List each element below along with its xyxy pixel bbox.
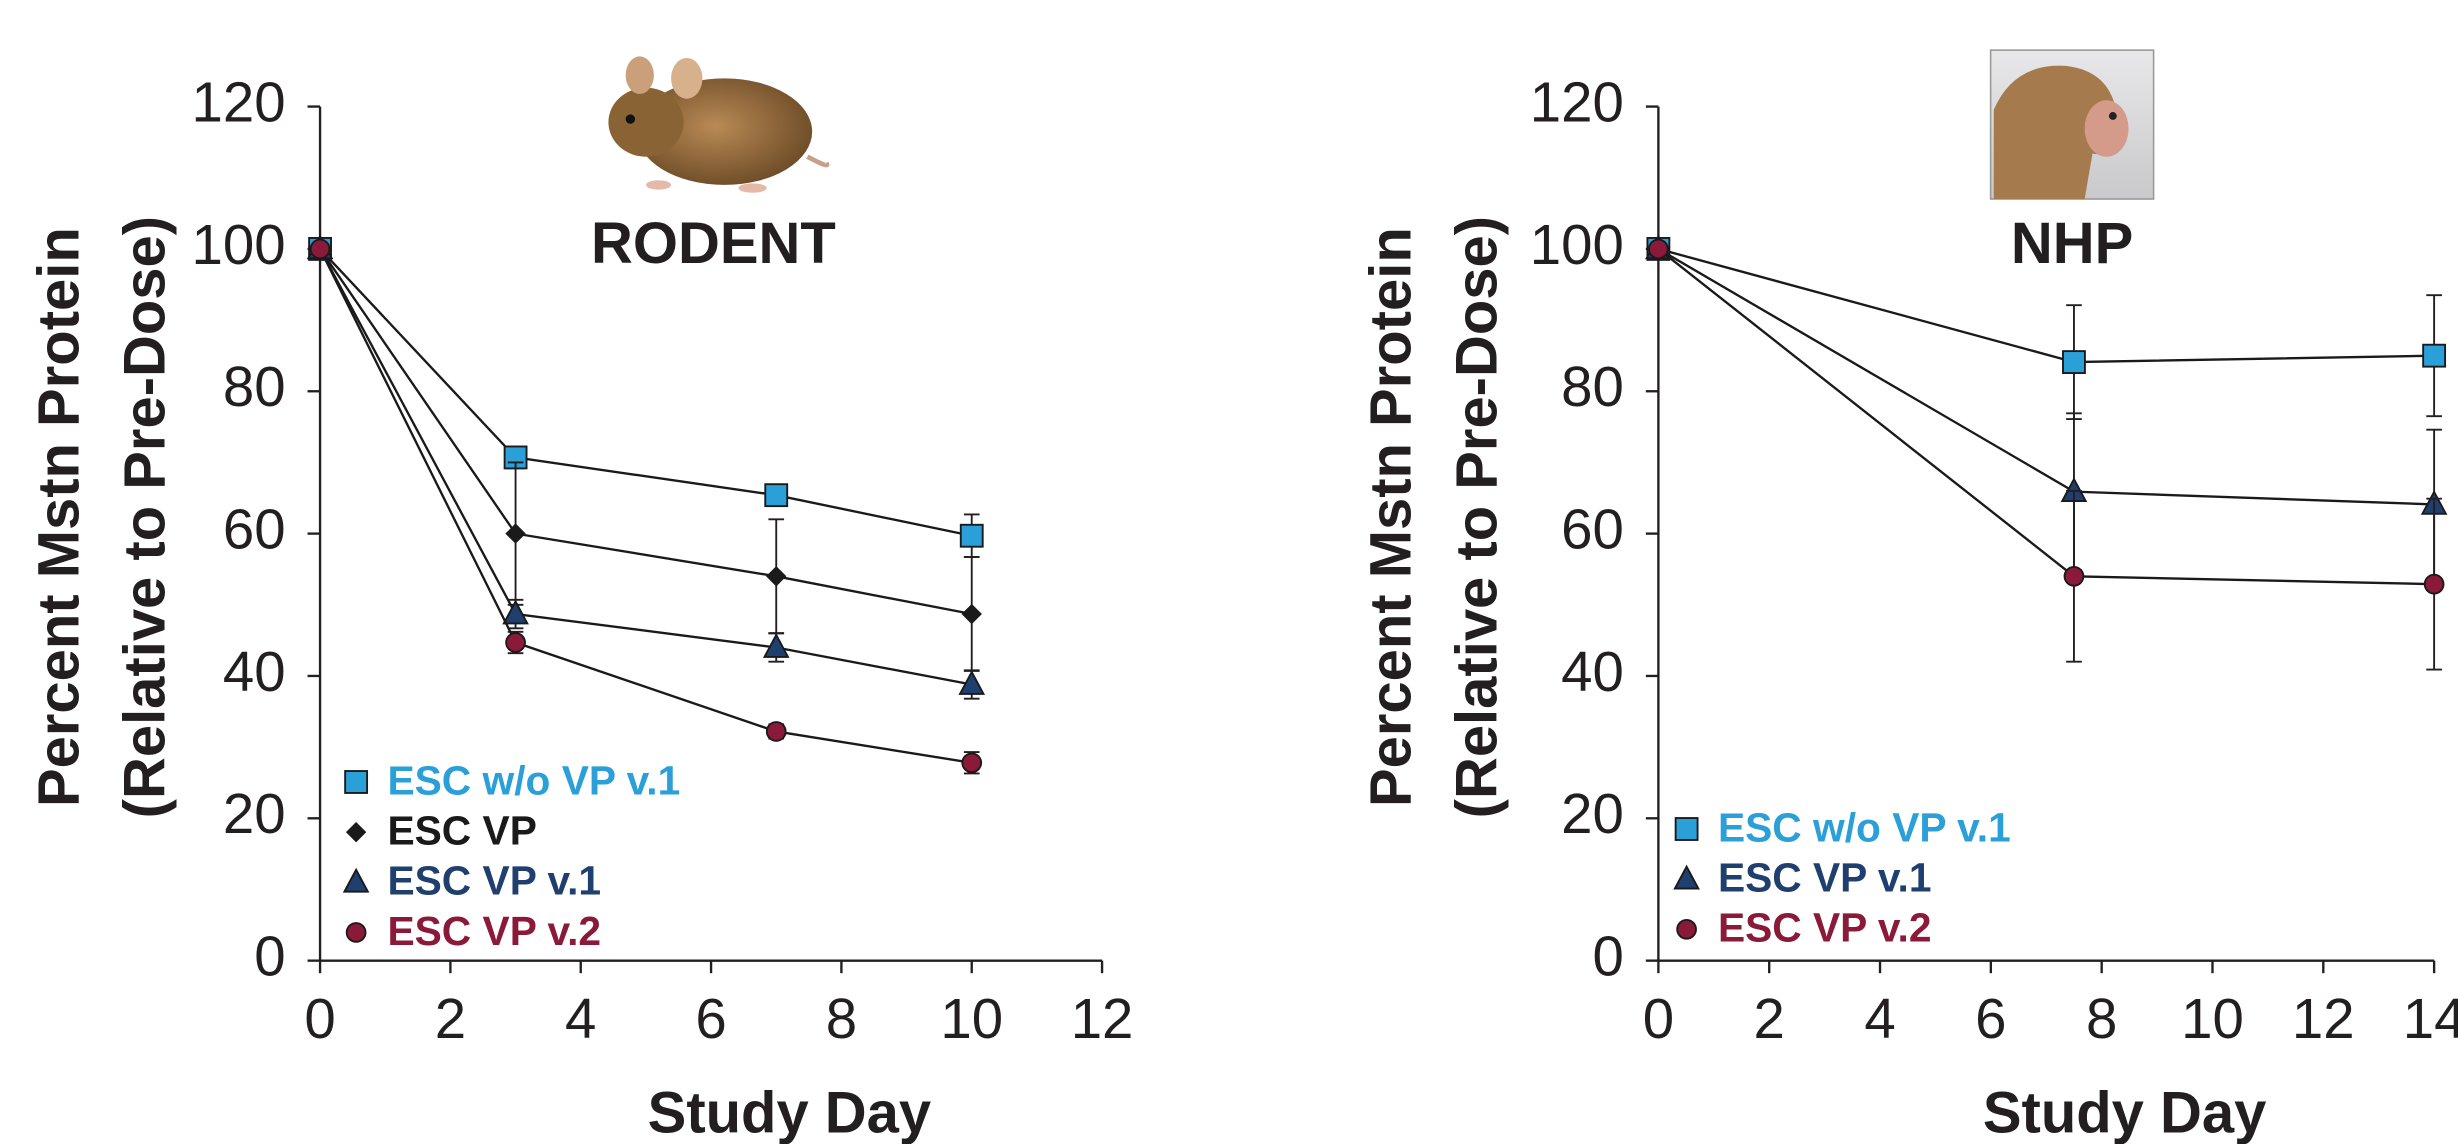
marker <box>762 632 790 658</box>
x-axis-title: Study Day <box>648 1082 931 1144</box>
x-tick-label: 0 <box>304 987 335 1050</box>
mouse-picture <box>608 56 830 193</box>
y-tick-label: 80 <box>1561 355 1624 418</box>
y-axis-title: (Relative to Pre-Dose) <box>114 216 178 818</box>
x-tick-label: 12 <box>2292 987 2355 1050</box>
x-tick-label: 4 <box>565 987 596 1050</box>
series-line <box>319 248 972 616</box>
series-line <box>1657 247 2435 506</box>
legend-marker <box>1676 918 1697 940</box>
marker <box>502 599 529 625</box>
legend-label: ESC VP v.2 <box>387 908 601 954</box>
x-tick-label: 6 <box>695 987 726 1050</box>
y-tick-label: 120 <box>191 70 285 133</box>
y-tick-label: 80 <box>223 355 286 418</box>
x-tick-label: 0 <box>1643 987 1674 1050</box>
y-tick-label: 40 <box>1561 640 1624 703</box>
marker <box>961 752 983 774</box>
legend-marker <box>345 821 367 843</box>
x-axis-title: Study Day <box>1983 1082 2266 1144</box>
marker <box>2063 565 2085 587</box>
legend-label: ESC VP v.2 <box>1718 905 1932 951</box>
chart-title: NHP <box>2011 212 2133 276</box>
series-line <box>319 248 972 537</box>
x-tick-label: 8 <box>826 987 857 1050</box>
y-tick-label: 120 <box>1530 70 1624 133</box>
legend-marker <box>342 867 370 893</box>
marker <box>765 721 787 742</box>
monkey-picture <box>1989 49 2155 200</box>
series-line <box>319 248 972 764</box>
y-tick-label: 20 <box>1561 782 1624 845</box>
marker <box>958 669 986 695</box>
x-tick-label: 8 <box>2086 987 2117 1050</box>
x-tick-label: 14 <box>2403 987 2458 1050</box>
marker <box>2423 573 2445 595</box>
x-tick-label: 6 <box>1975 987 2006 1050</box>
legend-marker <box>344 770 369 794</box>
y-tick-label: 0 <box>1593 925 1624 988</box>
marker <box>764 483 789 508</box>
y-axis-title: Percent Mstn Protein <box>27 227 91 807</box>
legend-label: ESC w/o VP v.1 <box>1718 804 2011 850</box>
x-tick-label: 12 <box>1071 987 1134 1050</box>
y-tick-label: 0 <box>254 925 285 988</box>
y-axis-title: Percent Mstn Protein <box>1359 227 1423 807</box>
legend-label: ESC w/o VP v.1 <box>387 757 680 803</box>
marker <box>505 632 526 653</box>
legend-marker <box>1674 817 1699 841</box>
chart-title: RODENT <box>591 212 836 276</box>
series-line <box>1657 247 2435 586</box>
legend-label: ESC VP v.1 <box>1718 854 1932 900</box>
x-tick-label: 10 <box>2181 987 2244 1050</box>
marker <box>2422 343 2447 368</box>
y-tick-label: 20 <box>223 782 286 845</box>
x-tick-label: 2 <box>435 987 466 1050</box>
legend-marker <box>1673 864 1700 890</box>
x-tick-label: 2 <box>1754 987 1785 1050</box>
y-tick-label: 60 <box>1561 498 1624 561</box>
legend-label: ESC VP <box>387 807 536 853</box>
x-tick-label: 10 <box>940 987 1003 1050</box>
y-tick-label: 100 <box>191 213 285 276</box>
marker <box>766 566 787 587</box>
x-tick-label: 4 <box>1864 987 1895 1050</box>
marker <box>1648 238 1669 260</box>
y-axis-title: (Relative to Pre-Dose) <box>1446 216 1510 818</box>
y-tick-label: 40 <box>223 640 286 703</box>
legend-label: ESC VP v.1 <box>387 858 601 904</box>
y-tick-label: 100 <box>1530 213 1624 276</box>
marker <box>959 523 984 548</box>
series-line <box>319 248 972 686</box>
marker <box>309 238 331 260</box>
y-tick-label: 60 <box>223 498 286 561</box>
legend-marker <box>345 922 367 943</box>
marker <box>961 603 982 625</box>
marker <box>505 523 526 544</box>
marker <box>2062 350 2086 374</box>
